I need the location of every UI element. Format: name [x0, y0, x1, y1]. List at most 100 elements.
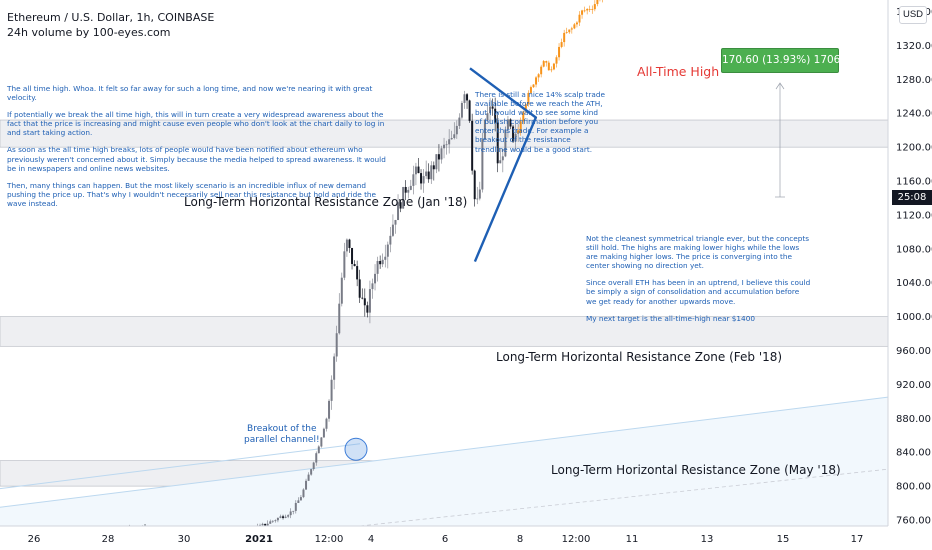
candle-body [481, 139, 484, 190]
price-tick-label: 1040.00 [896, 278, 932, 289]
price-tick-label: 1240.00 [896, 109, 932, 120]
candle-body [532, 84, 535, 88]
candle-body [358, 279, 361, 298]
candle-body [289, 511, 292, 516]
candle-body [432, 165, 435, 170]
time-tick-label: 13 [701, 534, 714, 545]
symmetrical-triangle [469, 67, 538, 263]
note-paragraph: The all time high. Whoa. It felt so far … [7, 84, 373, 103]
candle-body [386, 244, 389, 257]
candle-body [402, 186, 405, 209]
candle-body [586, 8, 589, 11]
candle-body [312, 462, 315, 470]
candle-body [414, 166, 417, 175]
chart-subtitle: 24h volume by 100-eyes.com [7, 26, 171, 39]
candle-body [340, 277, 343, 304]
candle-body [361, 297, 364, 299]
note-paragraph: My next target is the all-time-high near… [586, 313, 755, 323]
candle-body [381, 259, 384, 265]
candle-body [425, 171, 428, 177]
candle-body [417, 166, 420, 174]
candle-body [266, 523, 269, 526]
breakout-line-1: Breakout of the [247, 424, 317, 434]
candle-body [466, 94, 469, 101]
price-tick-label: 1120.00 [896, 210, 932, 221]
candle-body [494, 108, 497, 123]
time-tick-label: 8 [517, 534, 523, 545]
candle-body [407, 189, 410, 193]
candle-body [338, 303, 341, 334]
candle-body [389, 235, 392, 245]
left-commentary: The all time high. Whoa. It felt so far … [7, 84, 397, 216]
time-axis-background [0, 526, 932, 550]
candle-body [394, 220, 397, 225]
candle-body [310, 469, 313, 475]
candle-body [491, 106, 494, 109]
candle-body [588, 8, 591, 10]
candle-body [279, 516, 282, 518]
candle-body [353, 263, 356, 267]
candle-body [294, 502, 297, 511]
resistance-zone [0, 316, 889, 347]
all-time-high-label: All-Time High [637, 64, 720, 79]
time-tick-label: 30 [178, 534, 191, 545]
candle-countdown-badge: 25:08 [892, 190, 932, 205]
chart-title: Ethereum / U.S. Dollar, 1h, COINBASE [7, 11, 215, 24]
candle-body [379, 261, 382, 265]
time-tick-label: 2021 [245, 534, 273, 545]
candle-body [335, 333, 338, 357]
candle-body [565, 32, 568, 34]
price-tick-label: 800.00 [896, 482, 931, 493]
price-axis-background [888, 0, 932, 550]
candle-body [287, 515, 290, 517]
candle-body [399, 202, 402, 209]
candle-body [486, 113, 489, 120]
zone-label-may-18: Long-Term Horizontal Resistance Zone (Ma… [551, 463, 841, 477]
price-range-measure: 170.60 (13.93%) 17060 [721, 48, 847, 73]
candle-body [545, 61, 548, 63]
note-paragraph: As soon as the all time high breaks, lot… [7, 145, 386, 173]
candle-body [363, 298, 366, 306]
candle-body [527, 92, 530, 105]
candle-body [478, 189, 481, 199]
breakout-line-2: parallel channel! [244, 435, 320, 445]
price-tick-label: 1000.00 [896, 312, 932, 323]
candle-body [522, 111, 525, 122]
candle-body [560, 42, 563, 47]
candle-body [325, 418, 328, 429]
candle-body [430, 165, 433, 180]
candle-body [460, 102, 463, 118]
candle-body [453, 134, 456, 139]
time-tick-label: 4 [368, 534, 374, 545]
candle-body [517, 130, 520, 133]
candle-body [570, 28, 573, 30]
candle-body [542, 61, 545, 67]
time-tick-label: 26 [28, 534, 41, 545]
time-tick-label: 28 [102, 534, 115, 545]
candle-body [555, 57, 558, 64]
price-tick-label: 920.00 [896, 380, 931, 391]
candle-body [596, 0, 599, 5]
candle-body [264, 523, 267, 526]
candle-body [473, 170, 476, 200]
candle-body [397, 202, 400, 221]
candle-body [333, 356, 336, 380]
candle-body [512, 126, 515, 142]
candle-body [366, 305, 369, 313]
price-tick-label: 840.00 [896, 448, 931, 459]
price-tick-label: 1080.00 [896, 244, 932, 255]
time-tick-label: 11 [626, 534, 639, 545]
candle-body [420, 173, 423, 184]
currency-button[interactable]: USD [899, 6, 927, 24]
candle-body [391, 224, 394, 236]
candle-body [537, 74, 540, 78]
parallel-channel [0, 396, 889, 527]
candle-body [499, 160, 502, 164]
candle-body [471, 120, 474, 171]
candle-body [317, 446, 320, 454]
candle-body [583, 10, 586, 12]
candle-body [476, 198, 479, 200]
price-tick-label: 880.00 [896, 414, 931, 425]
candle-body [575, 22, 578, 25]
candle-body [524, 104, 527, 112]
